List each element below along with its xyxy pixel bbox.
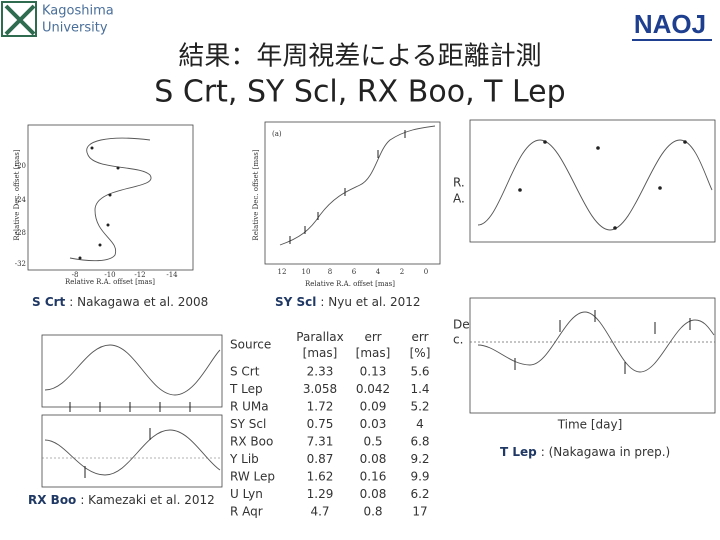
table-source: SY Scl: [230, 417, 266, 431]
caption: S Crt: Nakagawa et al. 2008: [32, 295, 208, 309]
axis-label: Time [day]: [557, 418, 623, 432]
axis-label: De: [453, 318, 470, 332]
table-cell: 0.16: [360, 470, 387, 484]
tick-label: 2: [400, 268, 404, 276]
table-source: Y Lib: [229, 452, 259, 466]
table-cell: 9.2: [410, 452, 429, 466]
table-source: T Lep: [229, 382, 263, 396]
caption-text: : Nakagawa et al. 2008: [69, 295, 208, 309]
table-header: err [%]: [410, 330, 431, 360]
table-cell: 0.03: [360, 417, 387, 431]
tick-label: 4: [376, 268, 381, 276]
table-cell: 1.29: [307, 487, 334, 501]
table-cell: 4.7: [310, 505, 329, 519]
table-cell: 9.9: [410, 470, 429, 484]
tick-label: 8: [328, 268, 332, 276]
table-source: R UMa: [230, 400, 269, 414]
tick-label: -10: [104, 271, 115, 279]
axis-label: Relative R.A. offset [mas]: [65, 278, 155, 286]
table-cell: 1.72: [307, 400, 334, 414]
tick-label: -12: [134, 271, 145, 279]
t-lep-dec-plot: [469, 297, 716, 414]
caption-text: : Nyu et al. 2012: [320, 295, 420, 309]
table-header: err [mas]: [356, 330, 391, 360]
caption-source: SY Scl: [275, 295, 316, 309]
university-name: University: [42, 21, 108, 36]
title: 結果：年周視差による距離計測: [178, 42, 541, 72]
caption-text: : Kamezaki et al. 2012: [80, 493, 214, 507]
university-logo: [1, 1, 37, 37]
university-name: Kagoshima: [42, 4, 114, 19]
table-cell: 5.2: [410, 400, 429, 414]
table-cell: 1.62: [307, 470, 334, 484]
parallax-table: Source Parallax [mas] err [mas] err [%] S Crt 2.…: [229, 330, 430, 519]
tick-label: 0: [424, 268, 428, 276]
naoj-logo: NAOJ: [634, 9, 706, 39]
axis-label: Relative Dec. offset [mas]: [252, 149, 260, 240]
axis-label: R.: [453, 176, 465, 190]
caption-text: : (Nakagawa in prep.): [541, 445, 670, 459]
table-cell: 3.058: [303, 382, 337, 396]
table-cell: 2.33: [307, 365, 334, 379]
axis-label: Relative R.A. offset [mas]: [305, 280, 395, 288]
tick-label: -32: [15, 260, 26, 268]
table-cell: 0.08: [360, 452, 387, 466]
tick-label: -24: [15, 196, 27, 204]
caption: RX Boo : Kamezaki et al. 2012: [28, 493, 215, 507]
table-cell: 0.5: [363, 435, 382, 449]
tick-label: -28: [15, 229, 26, 237]
table-cell: 6.8: [410, 435, 429, 449]
table-cell: 1.4: [410, 382, 429, 396]
tick-label: 10: [302, 268, 311, 276]
table-cell: 0.75: [307, 417, 334, 431]
table-cell: 7.31: [307, 435, 334, 449]
table-cell: 5.6: [410, 365, 429, 379]
subtitle: S Crt, SY Scl, RX Boo, T Lep: [154, 75, 565, 110]
tick-label: -8: [72, 271, 79, 279]
caption-source: T Lep: [500, 445, 537, 459]
tick-label: -20: [15, 162, 26, 170]
table-source: RW Lep: [230, 470, 275, 484]
tick-label: 12: [278, 268, 287, 276]
table-source: R Aqr: [230, 505, 263, 519]
axis-label: A.: [453, 192, 465, 206]
table-source: S Crt: [230, 365, 260, 379]
caption: T Lep : (Nakagawa in prep.): [500, 445, 670, 459]
t-lep-ra-plot: [469, 119, 716, 243]
tick-label: -14: [166, 271, 178, 279]
table-cell: 6.2: [410, 487, 429, 501]
panel-label: (a): [272, 130, 282, 138]
table-cell: 0.13: [360, 365, 387, 379]
table-cell: 4: [416, 417, 424, 431]
rx-boo-plot: [41, 334, 223, 488]
table-header: Parallax [mas]: [296, 330, 343, 360]
table-cell: 0.8: [363, 505, 382, 519]
table-cell: 17: [412, 505, 427, 519]
caption-source: S Crt: [32, 295, 66, 309]
s-crt-plot: [27, 124, 194, 271]
table-cell: 0.09: [360, 400, 387, 414]
sy-scl-plot: [264, 121, 441, 265]
axis-label: c.: [453, 333, 463, 347]
caption: SY Scl : Nyu et al. 2012: [275, 295, 421, 309]
axis-label: Relative Dec. offset [mas]: [13, 149, 21, 240]
caption-source: RX Boo: [28, 493, 76, 507]
table-cell: 0.87: [307, 452, 334, 466]
table-source: U Lyn: [230, 487, 263, 501]
table-cell: 0.08: [360, 487, 387, 501]
tick-label: 6: [352, 268, 357, 276]
table-header: Source: [230, 338, 271, 352]
table-source: RX Boo: [230, 435, 273, 449]
table-cell: 0.042: [356, 382, 390, 396]
